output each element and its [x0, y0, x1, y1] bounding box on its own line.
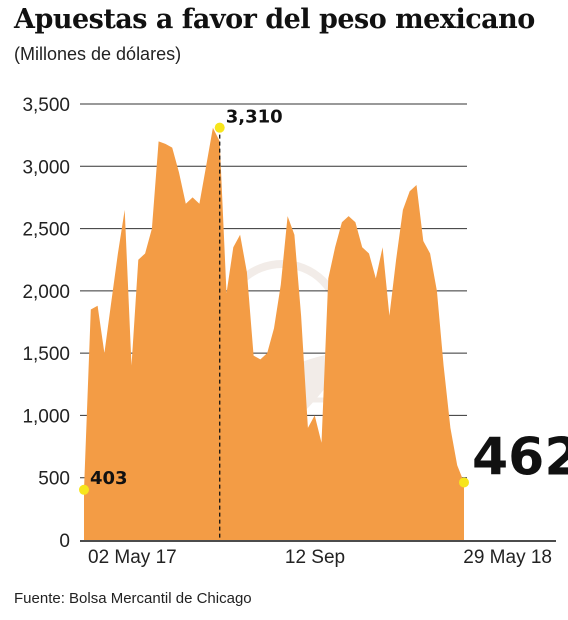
- x-tick-label: 29 May 18: [463, 547, 552, 568]
- y-tick-label: 1,000: [22, 406, 70, 427]
- annotation-dot: [79, 484, 89, 495]
- x-tick-label: 12 Sep: [285, 547, 345, 568]
- annotation-end-label: 462: [472, 427, 568, 487]
- chart-subtitle: (Millones de dólares): [14, 44, 182, 64]
- y-tick-label: 3,000: [22, 157, 70, 178]
- y-tick-label: 0: [59, 531, 70, 552]
- annotations: 403 3,310 462: [79, 107, 568, 495]
- y-tick-label: 3,500: [22, 95, 70, 116]
- y-tick-label: 2,500: [22, 220, 70, 241]
- annotation-dot: [459, 477, 469, 488]
- y-tick-label: 500: [38, 469, 70, 490]
- chart-title: Apuestas a favor del peso mexicano: [14, 4, 535, 35]
- y-axis-labels: 0 500 1,000 1,500 2,000 2,500 3,000 3,500: [22, 95, 70, 552]
- y-tick-label: 2,000: [22, 282, 70, 303]
- area-chart: 0 500 1,000 1,500 2,000 2,500 3,000 3,500 02 Ma…: [22, 95, 568, 568]
- annotation-dot: [214, 122, 225, 133]
- y-tick-label: 1,500: [22, 344, 70, 365]
- x-axis-labels: 02 May 17 12 Sep 29 May 18: [88, 547, 552, 568]
- source-note: Fuente: Bolsa Mercantil de Chicago: [14, 590, 252, 607]
- area-series: [84, 127, 464, 540]
- x-tick-label: 02 May 17: [88, 547, 177, 568]
- annotation-start-label: 403: [90, 468, 128, 489]
- annotation-peak-label: 3,310: [226, 107, 283, 128]
